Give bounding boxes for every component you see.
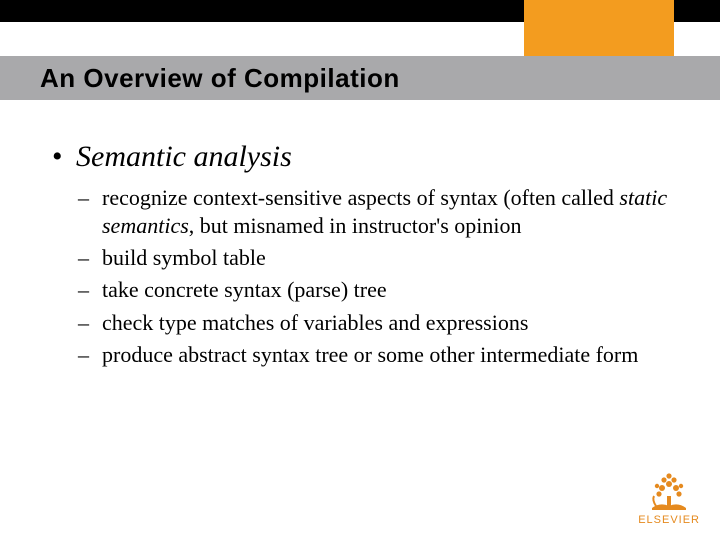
sub-bullet-suffix: , but misnamed in instructor's opinion xyxy=(189,213,522,238)
slide-title: An Overview of Compilation xyxy=(0,63,400,94)
tree-icon xyxy=(646,466,692,512)
sub-bullet-item: recognize context-sensitive aspects of s… xyxy=(76,184,672,240)
content-area: Semantic analysis recognize context-sens… xyxy=(48,140,672,383)
sub-bullet-item: build symbol table xyxy=(76,244,672,272)
sub-bullet-prefix: build symbol table xyxy=(102,245,266,270)
publisher-logo: ELSEVIER xyxy=(638,466,700,526)
top-orange-block xyxy=(524,0,674,56)
main-bullet-list: Semantic analysis recognize context-sens… xyxy=(48,140,672,369)
sub-bullet-prefix: produce abstract syntax tree or some oth… xyxy=(102,342,638,367)
sub-bullet-prefix: take concrete syntax (parse) tree xyxy=(102,277,387,302)
sub-bullet-prefix: recognize context-sensitive aspects of s… xyxy=(102,185,619,210)
sub-bullet-item: produce abstract syntax tree or some oth… xyxy=(76,341,672,369)
sub-bullet-item: take concrete syntax (parse) tree xyxy=(76,276,672,304)
publisher-name: ELSEVIER xyxy=(638,514,700,526)
sub-bullet-list: recognize context-sensitive aspects of s… xyxy=(76,184,672,369)
main-bullet-text: Semantic analysis xyxy=(76,140,292,173)
sub-bullet-prefix: check type matches of variables and expr… xyxy=(102,310,528,335)
main-bullet-item: Semantic analysis recognize context-sens… xyxy=(48,140,672,369)
sub-bullet-item: check type matches of variables and expr… xyxy=(76,309,672,337)
slide: An Overview of Compilation Semantic anal… xyxy=(0,0,720,540)
title-bar: An Overview of Compilation xyxy=(0,56,720,100)
